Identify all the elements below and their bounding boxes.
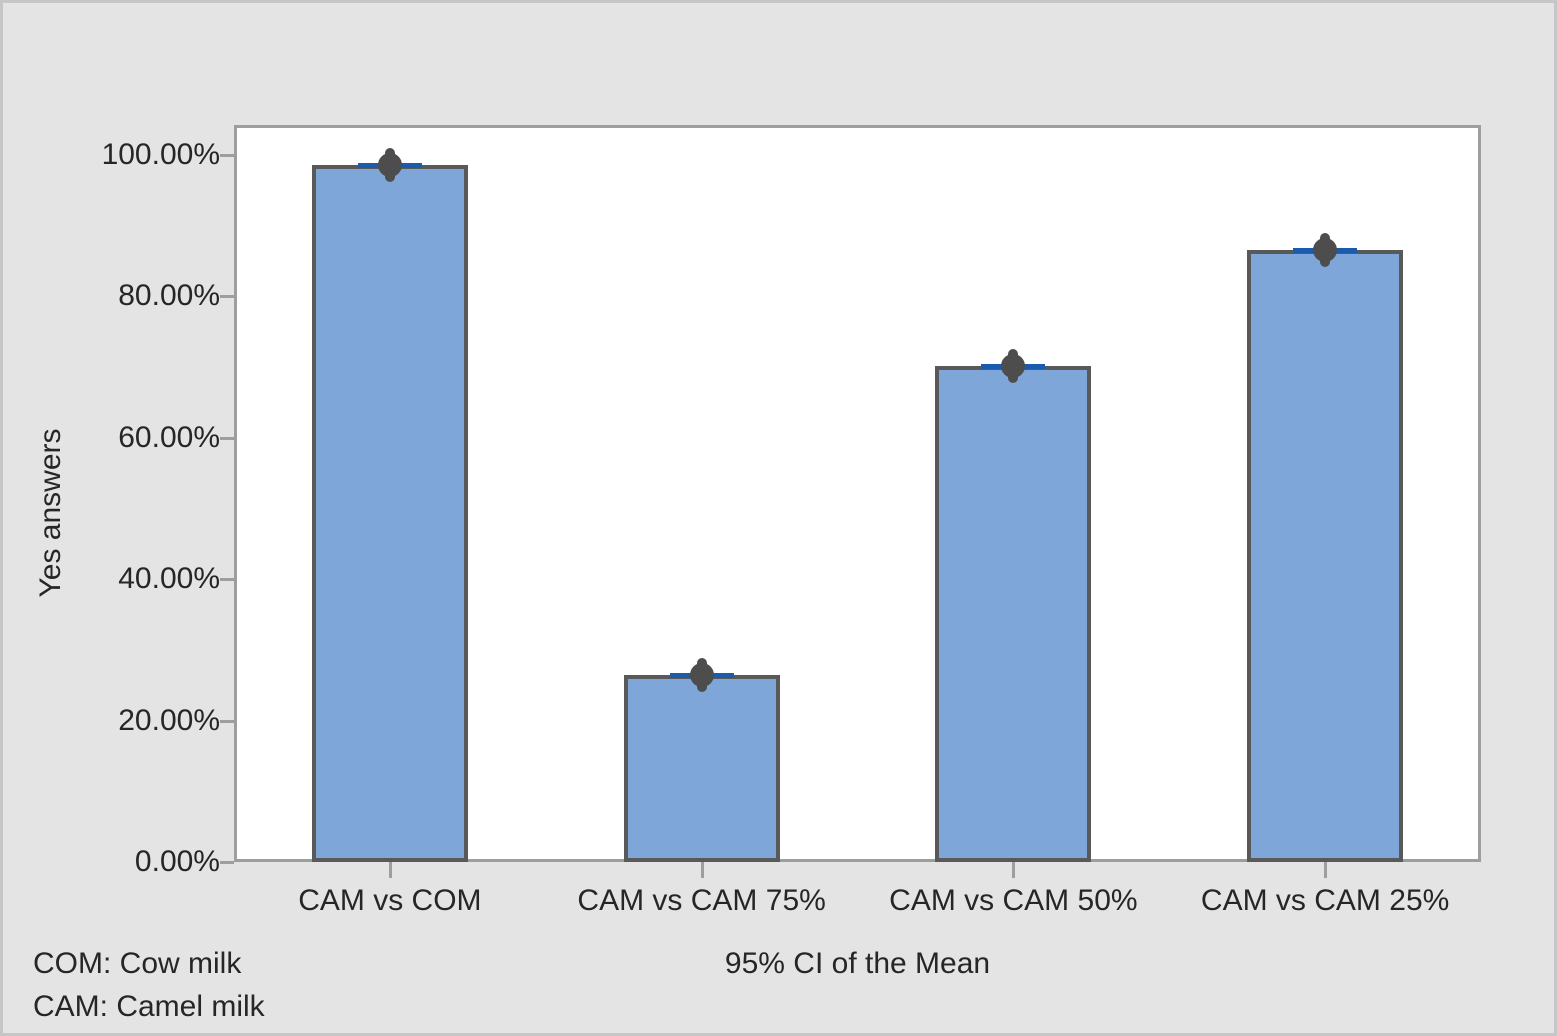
mean-marker <box>1313 237 1338 262</box>
y-axis-tick-label: 100.00% <box>101 138 220 171</box>
mean-marker <box>1001 353 1026 378</box>
mean-marker <box>689 663 714 688</box>
footnote-com-definition: COM: Cow milk <box>33 947 242 980</box>
x-axis-title: 95% CI of the Mean <box>724 947 991 980</box>
x-axis-tick-mark <box>388 862 392 878</box>
x-axis-category-label: CAM vs CAM 50% <box>889 884 1138 917</box>
x-axis-tick-mark <box>1324 862 1328 878</box>
bar-cam-vs-cam-50- <box>935 365 1092 862</box>
y-axis-tick-mark <box>220 436 234 440</box>
mean-marker <box>377 152 402 177</box>
y-axis-tick-mark <box>220 578 234 582</box>
y-axis-tick-mark <box>220 295 234 299</box>
footnote-cam-definition: CAM: Camel milk <box>33 990 265 1023</box>
y-axis-tick-mark <box>220 154 234 157</box>
x-axis-tick-mark <box>1012 862 1016 878</box>
y-axis-tick-label: 40.00% <box>118 562 220 596</box>
y-axis-tick-mark <box>220 719 234 723</box>
bar-cam-vs-cam-75- <box>623 675 780 862</box>
x-axis-category-label: CAM vs CAM 25% <box>1200 884 1450 917</box>
y-axis-tick-label: 80.00% <box>118 279 220 313</box>
bar-cam-vs-com <box>311 164 468 862</box>
y-axis-tick-label: 0.00% <box>134 845 220 878</box>
y-axis-tick-label: 20.00% <box>118 703 220 737</box>
bar-cam-vs-cam-25- <box>1247 249 1404 862</box>
y-axis-tick-mark <box>220 861 234 864</box>
x-axis-category-label: CAM vs COM <box>298 884 482 917</box>
y-axis-tick-label: 60.00% <box>118 420 220 454</box>
x-axis-tick-mark <box>700 862 704 878</box>
x-axis-category-label: CAM vs CAM 75% <box>577 884 826 917</box>
